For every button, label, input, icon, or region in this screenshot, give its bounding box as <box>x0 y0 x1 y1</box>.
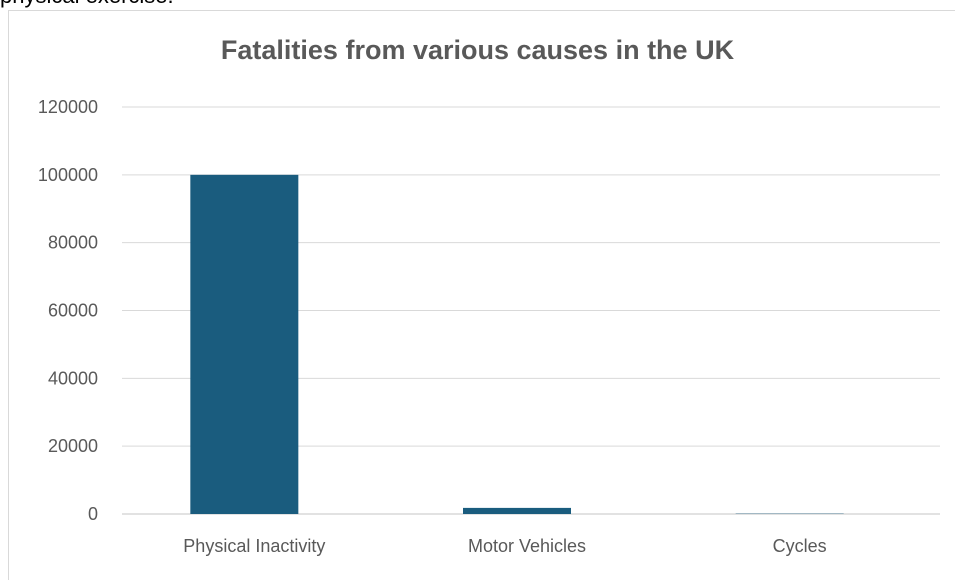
y-tick-label: 60000 <box>48 301 98 321</box>
bar-physical-inactivity <box>190 175 298 514</box>
y-tick-label: 40000 <box>48 368 98 388</box>
y-tick-label: 120000 <box>38 97 98 117</box>
x-category-label: Motor Vehicles <box>468 536 586 556</box>
bars <box>190 175 843 514</box>
y-axis-tick-labels: 0 20000 40000 60000 80000 100000 120000 <box>38 97 98 524</box>
y-tick-label: 20000 <box>48 436 98 456</box>
x-axis-category-labels: Physical Inactivity Motor Vehicles Cycles <box>183 536 826 556</box>
x-category-label: Physical Inactivity <box>183 536 325 556</box>
y-tick-label: 80000 <box>48 233 98 253</box>
y-tick-label: 100000 <box>38 165 98 185</box>
x-category-label: Cycles <box>773 536 827 556</box>
bar-motor-vehicles <box>463 508 571 514</box>
y-tick-label: 0 <box>88 504 98 524</box>
